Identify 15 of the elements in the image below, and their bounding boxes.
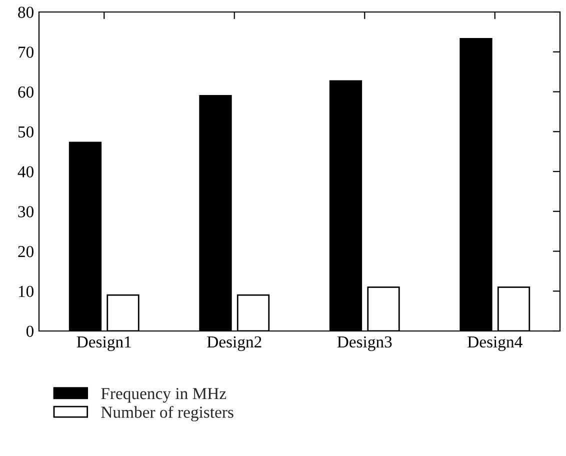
x-tick-label: Design3 bbox=[337, 336, 392, 351]
y-tick-label: 0 bbox=[26, 326, 34, 337]
y-tick-label: 30 bbox=[18, 206, 34, 218]
y-tick-label: 70 bbox=[18, 46, 34, 58]
x-tick-label: Design1 bbox=[76, 336, 131, 351]
x-tick-label: Design2 bbox=[207, 336, 262, 351]
legend-label: Frequency in MHz bbox=[101, 388, 226, 403]
y-tick-label: 40 bbox=[18, 166, 34, 178]
legend-label: Number of registers bbox=[101, 406, 234, 422]
y-tick-label: 10 bbox=[18, 286, 34, 298]
y-tick-label: 80 bbox=[18, 6, 34, 18]
y-tick-label: 20 bbox=[18, 246, 34, 258]
y-tick-label: 60 bbox=[18, 86, 34, 98]
y-tick-label: 50 bbox=[18, 126, 34, 138]
x-tick-label: Design4 bbox=[468, 336, 522, 351]
